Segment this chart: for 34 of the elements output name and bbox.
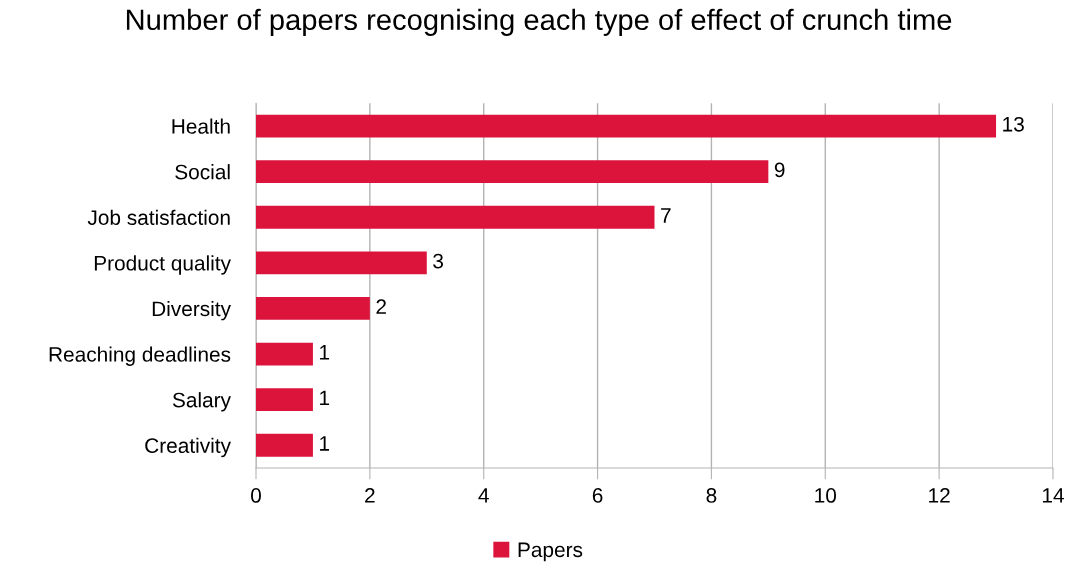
- legend-label: Papers: [518, 542, 583, 562]
- y-tick-label: Job satisfaction: [87, 209, 230, 225]
- bar: [256, 114, 997, 138]
- y-tick-label: Social: [175, 164, 230, 180]
- bar: [256, 297, 370, 320]
- y-tick-label: Health: [172, 118, 230, 134]
- x-tick-label: 10: [815, 488, 837, 503]
- bar: [256, 205, 655, 229]
- y-tick-label: Salary: [172, 392, 231, 412]
- bar: [256, 342, 313, 366]
- data-label: 9: [774, 162, 785, 178]
- data-label: 1: [320, 390, 330, 406]
- bar: [256, 388, 313, 412]
- x-tick-label: 14: [1042, 488, 1064, 503]
- x-tick-label: 6: [592, 488, 603, 503]
- data-label: 1: [320, 436, 330, 451]
- data-label: 7: [661, 208, 671, 223]
- y-tick-label: Diversity: [152, 300, 231, 321]
- y-tick-label: Creativity: [145, 437, 231, 458]
- data-label: 3: [433, 253, 444, 269]
- data-label: 13: [1003, 116, 1024, 132]
- x-tick-label: 12: [929, 488, 950, 503]
- chart-title: Number of papers recognising each type of effect of crunch time: [126, 8, 952, 36]
- y-tick-label: Reaching deadlines: [49, 346, 231, 366]
- y-tick-label: Product quality: [94, 255, 231, 275]
- data-label: 2: [376, 299, 386, 314]
- bar: [256, 433, 313, 457]
- bar: [256, 160, 769, 184]
- x-tick-label: 4: [478, 488, 489, 503]
- bar: [256, 251, 427, 275]
- x-tick-label: 2: [365, 488, 375, 503]
- x-tick-label: 8: [706, 488, 717, 503]
- x-tick-label: 0: [251, 488, 261, 503]
- data-label: 1: [320, 345, 330, 360]
